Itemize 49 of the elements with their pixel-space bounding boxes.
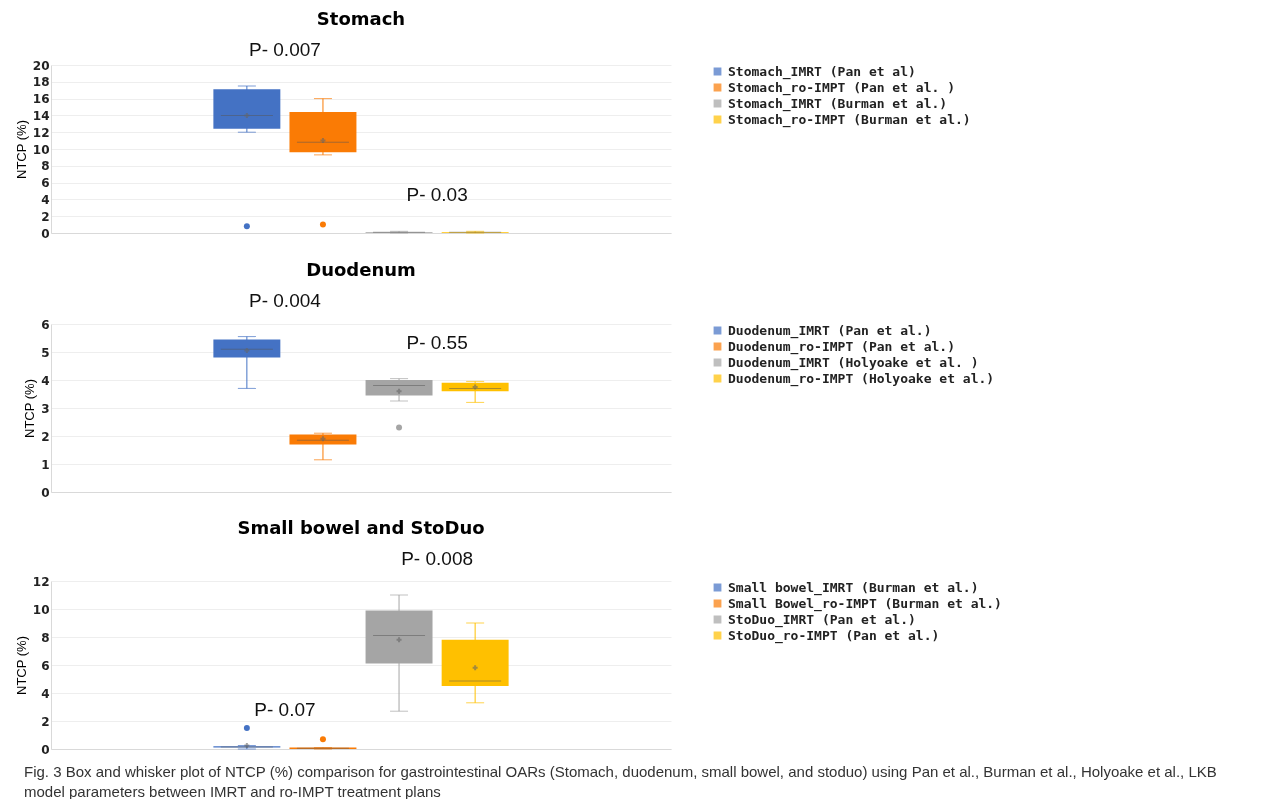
y-tick-label: 3	[41, 401, 50, 416]
y-tick-label: 1	[41, 457, 50, 472]
y-tick-label: 6	[41, 658, 50, 673]
y-tick-label: 0	[41, 485, 50, 500]
y-tick-label: 12	[32, 574, 50, 589]
annotation: P- 0.55	[406, 331, 468, 353]
y-tick-label: 0	[41, 742, 50, 757]
annotation: P- 0.07	[254, 698, 316, 720]
y-tick-label: 2	[41, 429, 50, 444]
y-tick-label: 10	[32, 602, 50, 617]
y-axis-title: NTCP (%)	[13, 120, 29, 179]
legend-label: StoDuo_ro-IMPT (Pan et al.)	[728, 627, 940, 644]
y-tick-label: 8	[41, 159, 50, 174]
y-tick-label: 20	[32, 58, 50, 73]
chart-title: Duodenum	[306, 258, 416, 280]
y-tick-label: 4	[41, 192, 50, 207]
y-tick-label: 6	[41, 317, 50, 332]
legend-label: Stomach_ro-IMPT (Pan et al. )	[728, 79, 955, 96]
text: P- 0.004	[248, 289, 322, 311]
legend-label: StoDuo_IMRT (Pan et al.)	[728, 611, 916, 628]
chart-title: Stomach	[316, 8, 406, 29]
legend-label: Stomach_ro-IMPT (Burman et al.)	[728, 111, 971, 128]
legend-label: Duodenum_ro-IMPT (Holyoake et al.)	[728, 370, 995, 387]
legend-label: Stomach_IMRT (Burman et al.)	[728, 95, 948, 112]
y-tick-label: 5	[41, 345, 50, 360]
y-axis-title: NTCP (%)	[13, 636, 29, 695]
y-tick-label: 12	[32, 125, 50, 140]
chart-title: Small bowel and StoDuo	[237, 517, 485, 538]
legend-label: Small Bowel_ro-IMPT (Burman et al.)	[728, 595, 1002, 612]
y-tick-label: 8	[41, 630, 50, 645]
y-tick-label: 4	[41, 373, 50, 388]
legend-label: Duodenum_IMRT (Pan et al.)	[728, 322, 932, 339]
y-tick-label: 10	[32, 142, 50, 157]
y-axis-title: NTCP (%)	[22, 379, 38, 438]
y-tick-label: 2	[41, 209, 50, 224]
legend-label: Duodenum_IMRT (Holyoake et al. )	[728, 354, 979, 371]
y-tick-label: 16	[32, 92, 50, 107]
y-tick-label: 2	[41, 714, 50, 729]
legend-label: Small bowel_IMRT (Burman et al.)	[728, 579, 979, 596]
y-tick-label: 6	[41, 176, 50, 191]
y-tick-label: 0	[41, 226, 50, 241]
y-tick-label: 18	[32, 75, 50, 90]
annotation: P- 0.03	[406, 184, 468, 206]
legend-label: Stomach_IMRT (Pan et al)	[728, 63, 916, 80]
text: P- 0.007	[248, 39, 321, 60]
legend-label: Duodenum_ro-IMPT (Pan et al.)	[728, 338, 955, 355]
y-tick-label: 14	[32, 108, 50, 123]
y-tick-label: 4	[41, 686, 50, 701]
text: P- 0.008	[401, 548, 474, 569]
